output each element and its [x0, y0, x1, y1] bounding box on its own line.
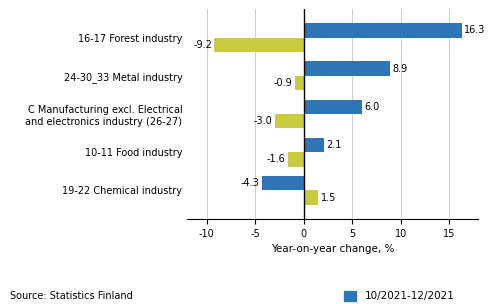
Text: 8.9: 8.9 — [392, 64, 408, 74]
Bar — [214, 38, 304, 52]
Bar — [304, 138, 324, 152]
Text: -4.3: -4.3 — [241, 178, 260, 188]
Text: Source: Statistics Finland: Source: Statistics Finland — [10, 291, 133, 301]
Text: -3.0: -3.0 — [253, 116, 272, 126]
X-axis label: Year-on-year change, %: Year-on-year change, % — [271, 244, 394, 254]
Bar — [288, 152, 304, 167]
Bar — [295, 76, 304, 90]
Text: -9.2: -9.2 — [193, 40, 212, 50]
Bar — [304, 190, 318, 205]
Bar — [275, 114, 304, 129]
Text: 2.1: 2.1 — [326, 140, 342, 150]
Text: -1.6: -1.6 — [267, 154, 286, 164]
Text: 16.3: 16.3 — [464, 26, 486, 36]
Bar — [304, 23, 462, 38]
Bar — [304, 61, 390, 76]
Bar — [304, 99, 362, 114]
Text: 1.5: 1.5 — [320, 192, 336, 202]
Legend: 10/2021-12/2021, 10/2020-12/2020: 10/2021-12/2021, 10/2020-12/2020 — [344, 291, 455, 304]
Text: -0.9: -0.9 — [274, 78, 292, 88]
Text: 6.0: 6.0 — [364, 102, 380, 112]
Bar — [262, 176, 304, 190]
